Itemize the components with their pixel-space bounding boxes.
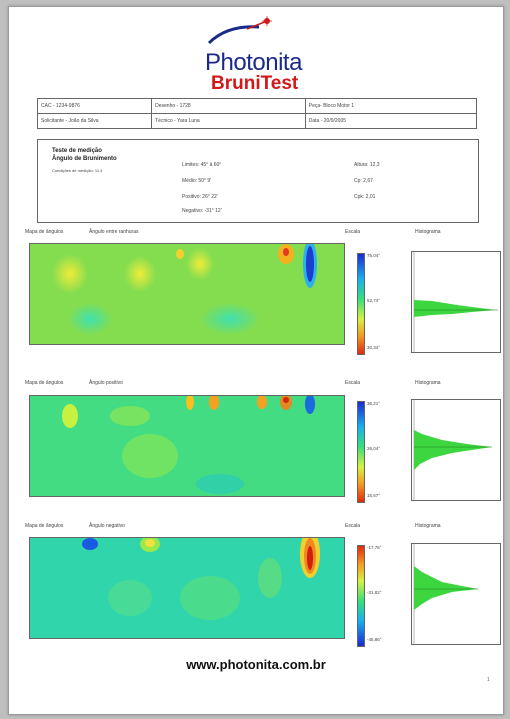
section-title: Ângulo entre ranhuras [89,229,139,235]
map-label: Mapa de ângulos [25,523,64,529]
scale-min-3: -45,86° [367,637,382,642]
header-table: CAC - 1234-9876 Desenho - 1728 Peça- Blo… [36,98,478,129]
solicitante-cell: Solicitante - João da Silva [36,113,153,129]
scale-max-2: 36,21° [367,401,381,406]
negativo-value: Negativo: -31° 12' [182,208,222,214]
laser-swoosh-icon [207,16,272,45]
histogram-label: Histograma [415,229,441,235]
test-title: Teste de medição [52,148,102,154]
histogram-label: Histograma [415,380,441,386]
color-scale-1 [357,253,365,355]
limites-value: Limites: 45° à 60° [182,162,222,168]
data-cell: Data - 20/9/2005 [304,113,478,129]
footer-url[interactable]: www.photonita.com.br [186,657,326,672]
section-title: Ângulo positivo [89,380,123,386]
altura-value: Altura: 12,3 [354,162,380,168]
report-page: Photonita BruniTest CAC - 1234-9876 Dese… [8,6,504,715]
page-number: 1 [487,677,490,683]
scale-min-1: 30,34° [367,345,381,350]
product-name: BruniTest [211,73,299,94]
map-label: Mapa de ângulos [25,229,64,235]
histogram-1 [411,251,501,353]
histogram-2 [411,399,501,501]
scale-min-2: 15,67° [367,493,381,498]
positivo-value: Positivo: 26° 22' [182,194,218,200]
test-info-box: Teste de medição Ângulo de Brunimento Co… [37,139,479,223]
cp-value: Cp: 2,67 [354,178,373,184]
desenho-cell: Desenho - 1728 [151,98,306,114]
angle-map-2 [29,395,345,497]
cpk-value: Cpk: 2,01 [354,194,376,200]
map-label: Mapa de ângulos [25,380,64,386]
test-note: Condições de medição: 11.4 [52,168,103,173]
angle-map-1 [29,243,345,345]
scale-max-3: -17,76° [367,545,382,550]
cac-cell: CAC - 1234-9876 [36,98,153,114]
test-subtitle: Ângulo de Brunimento [52,156,117,162]
scale-mid-2: 26,04° [367,446,381,451]
section-title: Ângulo negativo [89,523,125,529]
scale-mid-1: 52,74° [367,298,381,303]
scale-label: Escala [345,523,361,529]
scale-label: Escala [345,229,361,235]
angle-map-3 [29,537,345,639]
medio-value: Médio: 50° 9' [182,178,212,184]
histogram-label: Histograma [415,523,441,529]
scale-label: Escala [345,380,361,386]
scale-max-1: 75,04° [367,253,381,258]
histogram-3 [411,543,501,645]
scale-mid-3: -31,82° [367,590,382,595]
tecnico-cell: Técnico - Yara Luna [151,113,306,129]
color-scale-2 [357,401,365,503]
photonita-logo: Photonita BruniTest [201,15,321,95]
peca-cell: Peça- Bloco Motor 1 [304,98,478,114]
color-scale-3 [357,545,365,647]
brand-name: Photonita [205,49,302,76]
